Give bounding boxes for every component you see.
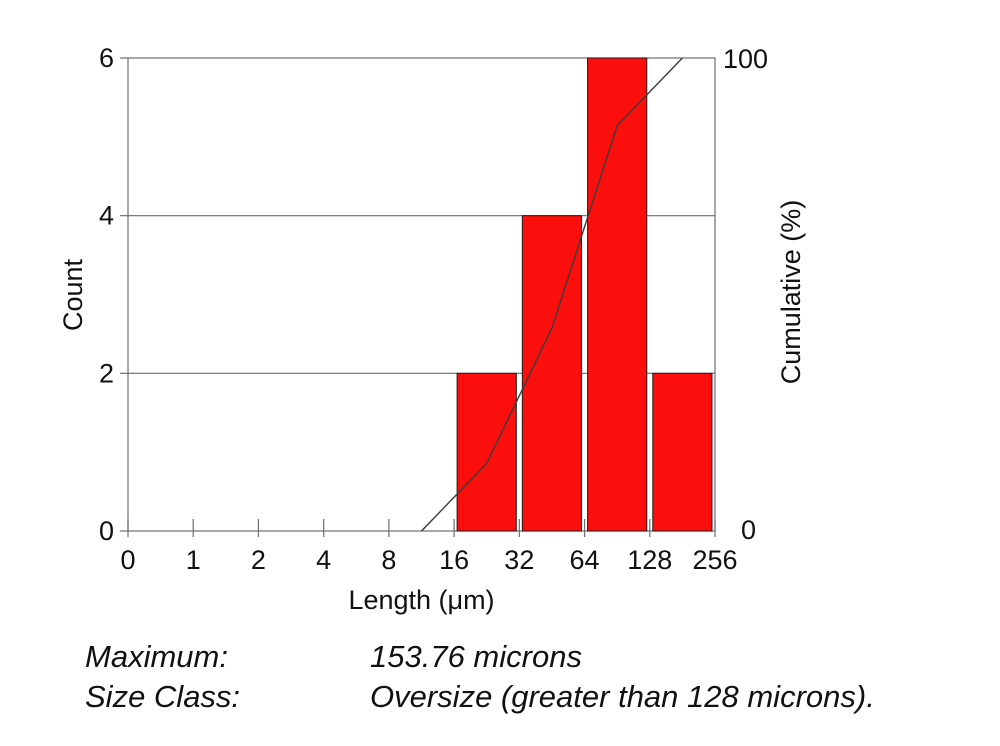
x-tick-label-0: 0 <box>120 545 135 575</box>
y-right-axis-title: Cumulative (%) <box>776 200 806 385</box>
y-left-tick-label-2: 2 <box>99 358 114 388</box>
stat-label-size-class: Size Class: <box>85 679 241 714</box>
histogram-bar-128-256 <box>652 372 713 532</box>
y-left-tick-label-4: 4 <box>99 201 114 231</box>
x-tick-label-1: 1 <box>186 545 201 575</box>
histogram-bar-16-32 <box>456 372 517 532</box>
stats-block: Maximum: 153.76 microns Size Class: Over… <box>85 637 875 717</box>
stat-row-maximum: Maximum: 153.76 microns <box>85 637 875 677</box>
x-tick-label-256: 256 <box>692 545 737 575</box>
x-tick-label-128: 128 <box>627 545 672 575</box>
y-right-tick-label-max: 100 <box>723 44 768 74</box>
histogram-bar-64-128 <box>587 57 648 532</box>
x-tick-label-8: 8 <box>381 545 396 575</box>
x-tick-label-4: 4 <box>316 545 331 575</box>
stat-value-size-class: Oversize (greater than 128 microns). <box>370 679 875 714</box>
stat-label-maximum: Maximum: <box>85 639 228 674</box>
stat-row-size-class: Size Class: Oversize (greater than 128 m… <box>85 677 875 717</box>
y-right-tick-label-min: 0 <box>741 515 756 545</box>
y-left-tick-label-0: 0 <box>99 516 114 546</box>
x-axis-title: Length (μm) <box>348 585 494 615</box>
y-left-tick-label-6: 6 <box>99 43 114 73</box>
x-tick-label-64: 64 <box>570 545 600 575</box>
x-tick-label-32: 32 <box>504 545 534 575</box>
x-tick-label-16: 16 <box>439 545 469 575</box>
cumulative-line <box>420 57 683 532</box>
x-tick-label-2: 2 <box>251 545 266 575</box>
histogram-chart: 0 2 4 6 0 1 2 4 8 16 32 64 128 256 100 0 Length (μm) Coun… <box>58 43 806 615</box>
stat-value-maximum: 153.76 microns <box>370 639 582 674</box>
y-left-axis-title: Count <box>58 258 88 331</box>
